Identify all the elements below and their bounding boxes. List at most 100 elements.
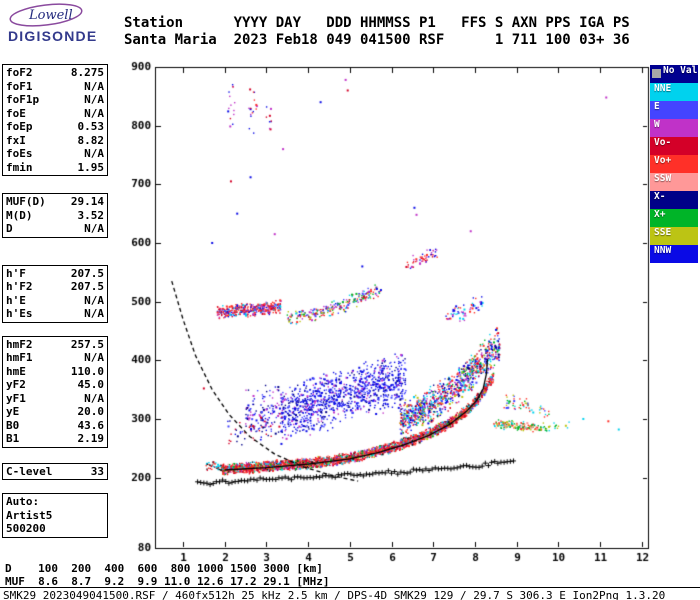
param-value: N/A — [84, 307, 104, 320]
param-row-fxi: fxI 8.82 — [6, 134, 104, 148]
param-row-hmf2: hmF2 257.5 — [6, 338, 104, 352]
legend-label: Vo- — [654, 137, 672, 148]
param-value: N/A — [84, 293, 104, 307]
param-row-yf1: yF1 N/A — [6, 392, 104, 406]
param-value: 207.5 — [70, 280, 104, 293]
header-columns-line: Station YYYY DAY DDD HHMMSS P1 FFS S AXN… — [124, 15, 630, 31]
param-value: 45.0 — [77, 378, 105, 391]
param-label: yF2 — [6, 378, 26, 391]
logo-graphic: Lowell DIGISONDE — [8, 3, 97, 44]
param-row-foes: foEs N/A — [6, 147, 104, 161]
legend-label: Vo+ — [654, 155, 672, 166]
parameter-group-6: Auto: Artist5 500200 — [2, 493, 108, 538]
param-row-hf: h'F 207.5 — [6, 267, 104, 281]
param-row-ye: yE 20.0 — [6, 405, 104, 419]
legend-item-x-: X- — [650, 191, 698, 209]
param-row-foep: foEp 0.53 — [6, 120, 104, 134]
header-values-line: Santa Maria 2023 Feb18 049 041500 RSF 1 … — [124, 32, 630, 48]
param-value: 20.0 — [77, 405, 105, 418]
param-row-hmf1: hmF1 N/A — [6, 351, 104, 365]
param-value: 8.275 — [70, 66, 104, 79]
param-value: N/A — [84, 391, 104, 405]
param-label: foE — [6, 106, 26, 120]
param-label: foEs — [6, 147, 33, 160]
param-row-mufd: MUF(D) 29.14 — [6, 195, 104, 209]
lowell-digisonde-logo: Lowell DIGISONDE — [6, 2, 124, 52]
param-row-b1: B1 2.19 — [6, 432, 104, 446]
param-value: 207.5 — [70, 266, 104, 280]
param-row-500200: 500200 — [6, 522, 104, 536]
legend-item-nnw: NNW — [650, 245, 698, 263]
param-label: Auto: — [6, 495, 40, 508]
param-label: foF2 — [6, 66, 33, 79]
legend-label: No Val — [663, 65, 698, 76]
legend-label: SSW — [654, 173, 672, 184]
parameter-group-4: hmF2 257.5 hmF1 N/A hmE 110.0 yF2 45.0 yF1 N/A yE 2… — [2, 335, 108, 448]
distance-row: D 100 200 400 600 800 1000 1500 3000 [km… — [5, 562, 323, 575]
param-row-fmin: fmin 1.95 — [6, 161, 104, 175]
legend-item-nne: NNE — [650, 83, 698, 101]
legend-label: X+ — [654, 209, 666, 220]
param-value: 43.6 — [77, 418, 105, 432]
param-label: fxI — [6, 133, 26, 147]
param-row-auto: Auto: — [6, 495, 104, 509]
param-row-hme: hmE 110.0 — [6, 365, 104, 379]
param-row-d: D N/A — [6, 222, 104, 236]
logo-lowell-text: Lowell — [28, 8, 73, 23]
param-value: N/A — [84, 106, 104, 120]
param-label: foF1p — [6, 93, 40, 106]
param-value: 2.19 — [77, 432, 105, 445]
logo-orbit-icon — [9, 3, 83, 27]
param-row-fof1: foF1 N/A — [6, 80, 104, 94]
param-value: 8.82 — [77, 133, 105, 147]
footer-divider — [0, 587, 700, 588]
param-value: 1.95 — [77, 160, 105, 174]
muf-row: MUF 8.6 8.7 9.2 9.9 11.0 12.6 17.2 29.1 … — [5, 575, 330, 588]
legend-item-vo+: Vo+ — [650, 155, 698, 173]
parameter-group-2: MUF(D) 29.14 M(D) 3.52 D N/A — [2, 193, 108, 238]
legend-item-w: W — [650, 119, 698, 137]
param-label: h'F — [6, 266, 26, 280]
legend-label: NNE — [654, 83, 672, 94]
param-label: h'Es — [6, 307, 33, 320]
legend-item-vo-: Vo- — [650, 137, 698, 155]
param-label: foEp — [6, 120, 33, 133]
legend-label: NNW — [654, 245, 672, 256]
parameter-group-5: C-level 33 — [2, 462, 108, 480]
param-label: 500200 — [6, 522, 46, 535]
parameter-group-1: foF2 8.275 foF1 N/A foF1p N/A foE N/A foEp 0.53 fx… — [2, 64, 108, 176]
legend-item-e: E — [650, 101, 698, 119]
direction-color-legend: No Val NNE E W Vo- Vo+ SSW X- X+ SSE NNW — [650, 65, 698, 263]
param-value: 0.53 — [77, 120, 105, 133]
param-label: hmE — [6, 364, 26, 378]
logo-digisonde-text: DIGISONDE — [8, 28, 97, 44]
param-value: 110.0 — [70, 364, 104, 378]
param-label: hmF2 — [6, 337, 33, 351]
param-row-yf2: yF2 45.0 — [6, 378, 104, 392]
param-value: N/A — [84, 351, 104, 364]
status-line: SMK29_2023049041500.RSF / 460fx512h 25 k… — [3, 589, 666, 600]
param-row-hes: h'Es N/A — [6, 307, 104, 321]
param-label: D — [6, 222, 13, 235]
param-row-clevel: C-level 33 — [6, 465, 104, 479]
param-value: 29.14 — [70, 195, 104, 208]
param-row-he: h'E N/A — [6, 294, 104, 308]
no-value-color-chip — [652, 69, 661, 78]
param-label: fmin — [6, 160, 33, 174]
param-value: N/A — [84, 222, 104, 235]
legend-item-ssw: SSW — [650, 173, 698, 191]
param-label: h'E — [6, 293, 26, 307]
legend-label: E — [654, 101, 660, 112]
param-row-hf2: h'F2 207.5 — [6, 280, 104, 294]
param-value: 33 — [90, 464, 104, 478]
legend-item-x+: X+ — [650, 209, 698, 227]
param-label: hmF1 — [6, 351, 33, 364]
legend-item-noval: No Val — [650, 65, 698, 83]
legend-label: X- — [654, 191, 666, 202]
legend-label: W — [654, 119, 660, 130]
scaled-parameters-panel: foF2 8.275 foF1 N/A foF1p N/A foE N/A foEp 0.53 fx… — [2, 64, 108, 538]
param-label: yE — [6, 405, 20, 418]
param-label: MUF(D) — [6, 195, 46, 208]
param-label: h'F2 — [6, 280, 33, 293]
